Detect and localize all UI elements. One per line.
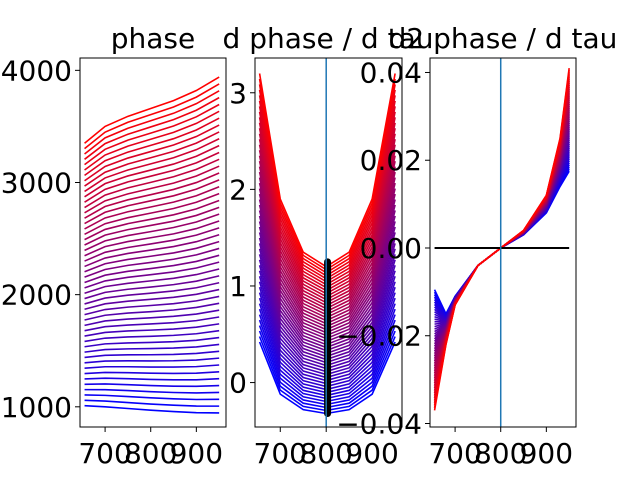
- d2phase-ytick-label: 0.02: [360, 144, 422, 177]
- dphase-ytick-label: 1: [229, 270, 247, 303]
- phase-ytick-label: 1000: [1, 391, 72, 424]
- phase-curve: [84, 199, 220, 241]
- d2phase-ytick-label: 0.04: [360, 56, 422, 89]
- phase-xtick-label: 800: [124, 437, 177, 470]
- phase-curve: [84, 158, 220, 209]
- phase-curve: [84, 206, 220, 246]
- dphase-overlays: [324, 58, 332, 427]
- phase-xtick-label: 900: [170, 437, 223, 470]
- d2phase-title: d2 phase / d tau: [389, 22, 618, 55]
- phase-curve: [84, 138, 220, 193]
- phase-xtick-label: 700: [78, 437, 131, 470]
- phase-curve: [84, 394, 220, 401]
- phase-curve: [84, 309, 220, 327]
- phase-curve: [84, 323, 220, 337]
- phase-curve: [84, 76, 220, 144]
- d2phase-overlays: [434, 58, 570, 427]
- phase-curve: [84, 288, 220, 311]
- dphase-title: d phase / d tau: [223, 22, 434, 55]
- phase-curve: [84, 254, 220, 284]
- phase-curve: [84, 343, 220, 353]
- phase-curve: [84, 302, 220, 321]
- phase-curve-family: [84, 76, 220, 414]
- phase-curve: [84, 261, 220, 289]
- phase-ytick-label: 3000: [1, 166, 72, 199]
- d2phase-axes-frame: [429, 57, 577, 428]
- d2phase-ytick-label: −0.02: [336, 320, 422, 353]
- phase-curve: [84, 357, 220, 364]
- phase-curve: [84, 295, 220, 316]
- phase-curve: [84, 371, 220, 375]
- phase-curve: [84, 186, 220, 230]
- dphase-xtick-label: 900: [345, 437, 398, 470]
- phase-curve: [84, 213, 220, 252]
- dphase-ytick-label: 0: [229, 367, 247, 400]
- phase-curve: [84, 131, 220, 187]
- phase-ytick-label: 2000: [1, 279, 72, 312]
- phase-curve: [84, 268, 220, 294]
- phase-axes-frame: [79, 57, 227, 428]
- phase-curve: [84, 192, 220, 236]
- phase-ytick-label: 4000: [1, 54, 72, 87]
- phase-curve: [84, 336, 220, 348]
- phase-curve: [84, 151, 220, 203]
- phase-curve: [84, 124, 220, 182]
- phase-curve: [84, 388, 220, 394]
- phase-curve: [84, 179, 220, 225]
- phase-curve: [84, 399, 220, 407]
- phase-curve: [84, 240, 220, 273]
- phase-curve: [84, 383, 220, 388]
- phase-curve: [84, 404, 220, 414]
- phase-curve: [84, 329, 220, 343]
- phase-curve: [84, 90, 220, 155]
- phase-curve: [84, 281, 220, 305]
- phase-curve: [84, 233, 220, 268]
- phase-curve: [84, 110, 220, 171]
- phase-curve: [84, 377, 220, 381]
- phase-curve: [84, 364, 220, 369]
- dphase-ytick-label: 2: [229, 173, 247, 206]
- phase-curve: [84, 275, 220, 300]
- dphase-axes-frame: [254, 57, 403, 428]
- d2phase-ytick-label: −0.04: [336, 407, 422, 440]
- phase-curve: [84, 350, 220, 359]
- phase-curve: [84, 165, 220, 214]
- phase-curve: [84, 220, 220, 257]
- phase-curve: [84, 172, 220, 219]
- phase-curve: [84, 103, 220, 166]
- dphase-xtick-label: 800: [299, 437, 352, 470]
- dphase-ytick-label: 3: [229, 77, 247, 110]
- phase-curve: [84, 83, 220, 150]
- d2phase-ytick-label: 0.00: [360, 232, 422, 265]
- phase-curve: [84, 227, 220, 262]
- d2phase-xtick-label: 700: [428, 437, 481, 470]
- d2phase-xtick-label: 900: [520, 437, 573, 470]
- phase-curve: [84, 96, 220, 160]
- phase-title: phase: [111, 22, 196, 55]
- phase-curve: [84, 117, 220, 177]
- phase-curve: [84, 144, 220, 198]
- phase-curve: [84, 247, 220, 278]
- phase-curve: [84, 316, 220, 332]
- dphase-xtick-label: 700: [254, 437, 307, 470]
- d2phase-xtick-label: 800: [474, 437, 527, 470]
